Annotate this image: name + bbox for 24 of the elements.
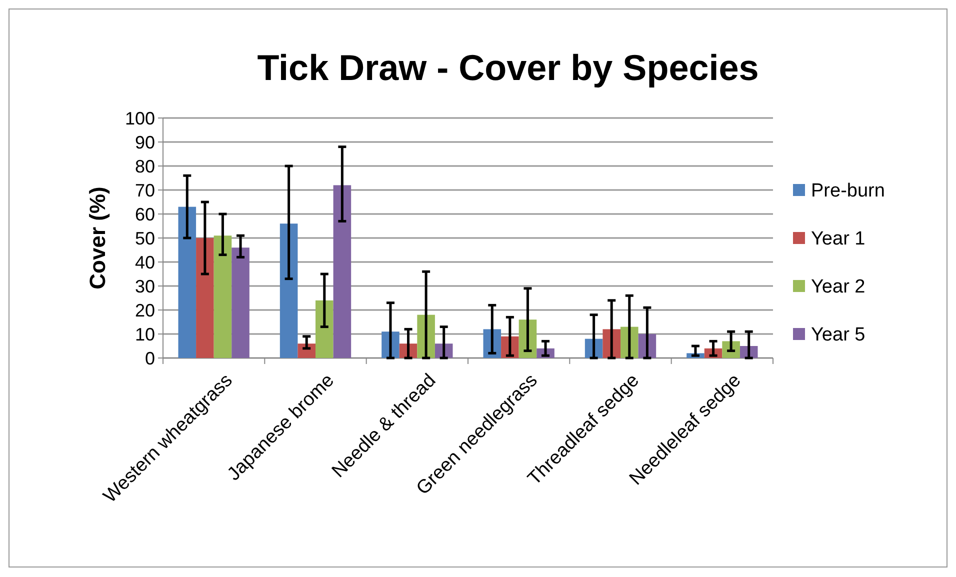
y-tick-label: 0 xyxy=(144,348,155,368)
y-tick-label: 80 xyxy=(134,156,155,176)
y-tick-label: 30 xyxy=(134,276,155,296)
y-tick-label: 60 xyxy=(134,204,155,224)
bar xyxy=(232,248,250,358)
y-tick-label: 50 xyxy=(134,228,155,248)
y-tick-label: 20 xyxy=(134,300,155,320)
y-tick-label: 40 xyxy=(134,252,155,272)
y-tick-label: 100 xyxy=(124,108,155,128)
chart-title: Tick Draw - Cover by Species xyxy=(257,47,759,88)
bar xyxy=(333,185,352,358)
legend-label: Year 5 xyxy=(811,324,866,346)
legend-label: Pre-burn xyxy=(811,180,885,202)
y-tick-label: 10 xyxy=(134,324,155,344)
bar xyxy=(196,238,214,358)
bar xyxy=(214,236,232,358)
y-tick-label: 90 xyxy=(134,132,155,152)
y-axis-title: Cover (%) xyxy=(85,186,110,290)
bar xyxy=(280,224,298,358)
legend-label: Year 1 xyxy=(811,228,866,250)
y-tick-label: 70 xyxy=(134,180,155,200)
bar xyxy=(178,206,196,358)
legend-label: Year 2 xyxy=(811,276,866,298)
bar xyxy=(316,300,334,358)
